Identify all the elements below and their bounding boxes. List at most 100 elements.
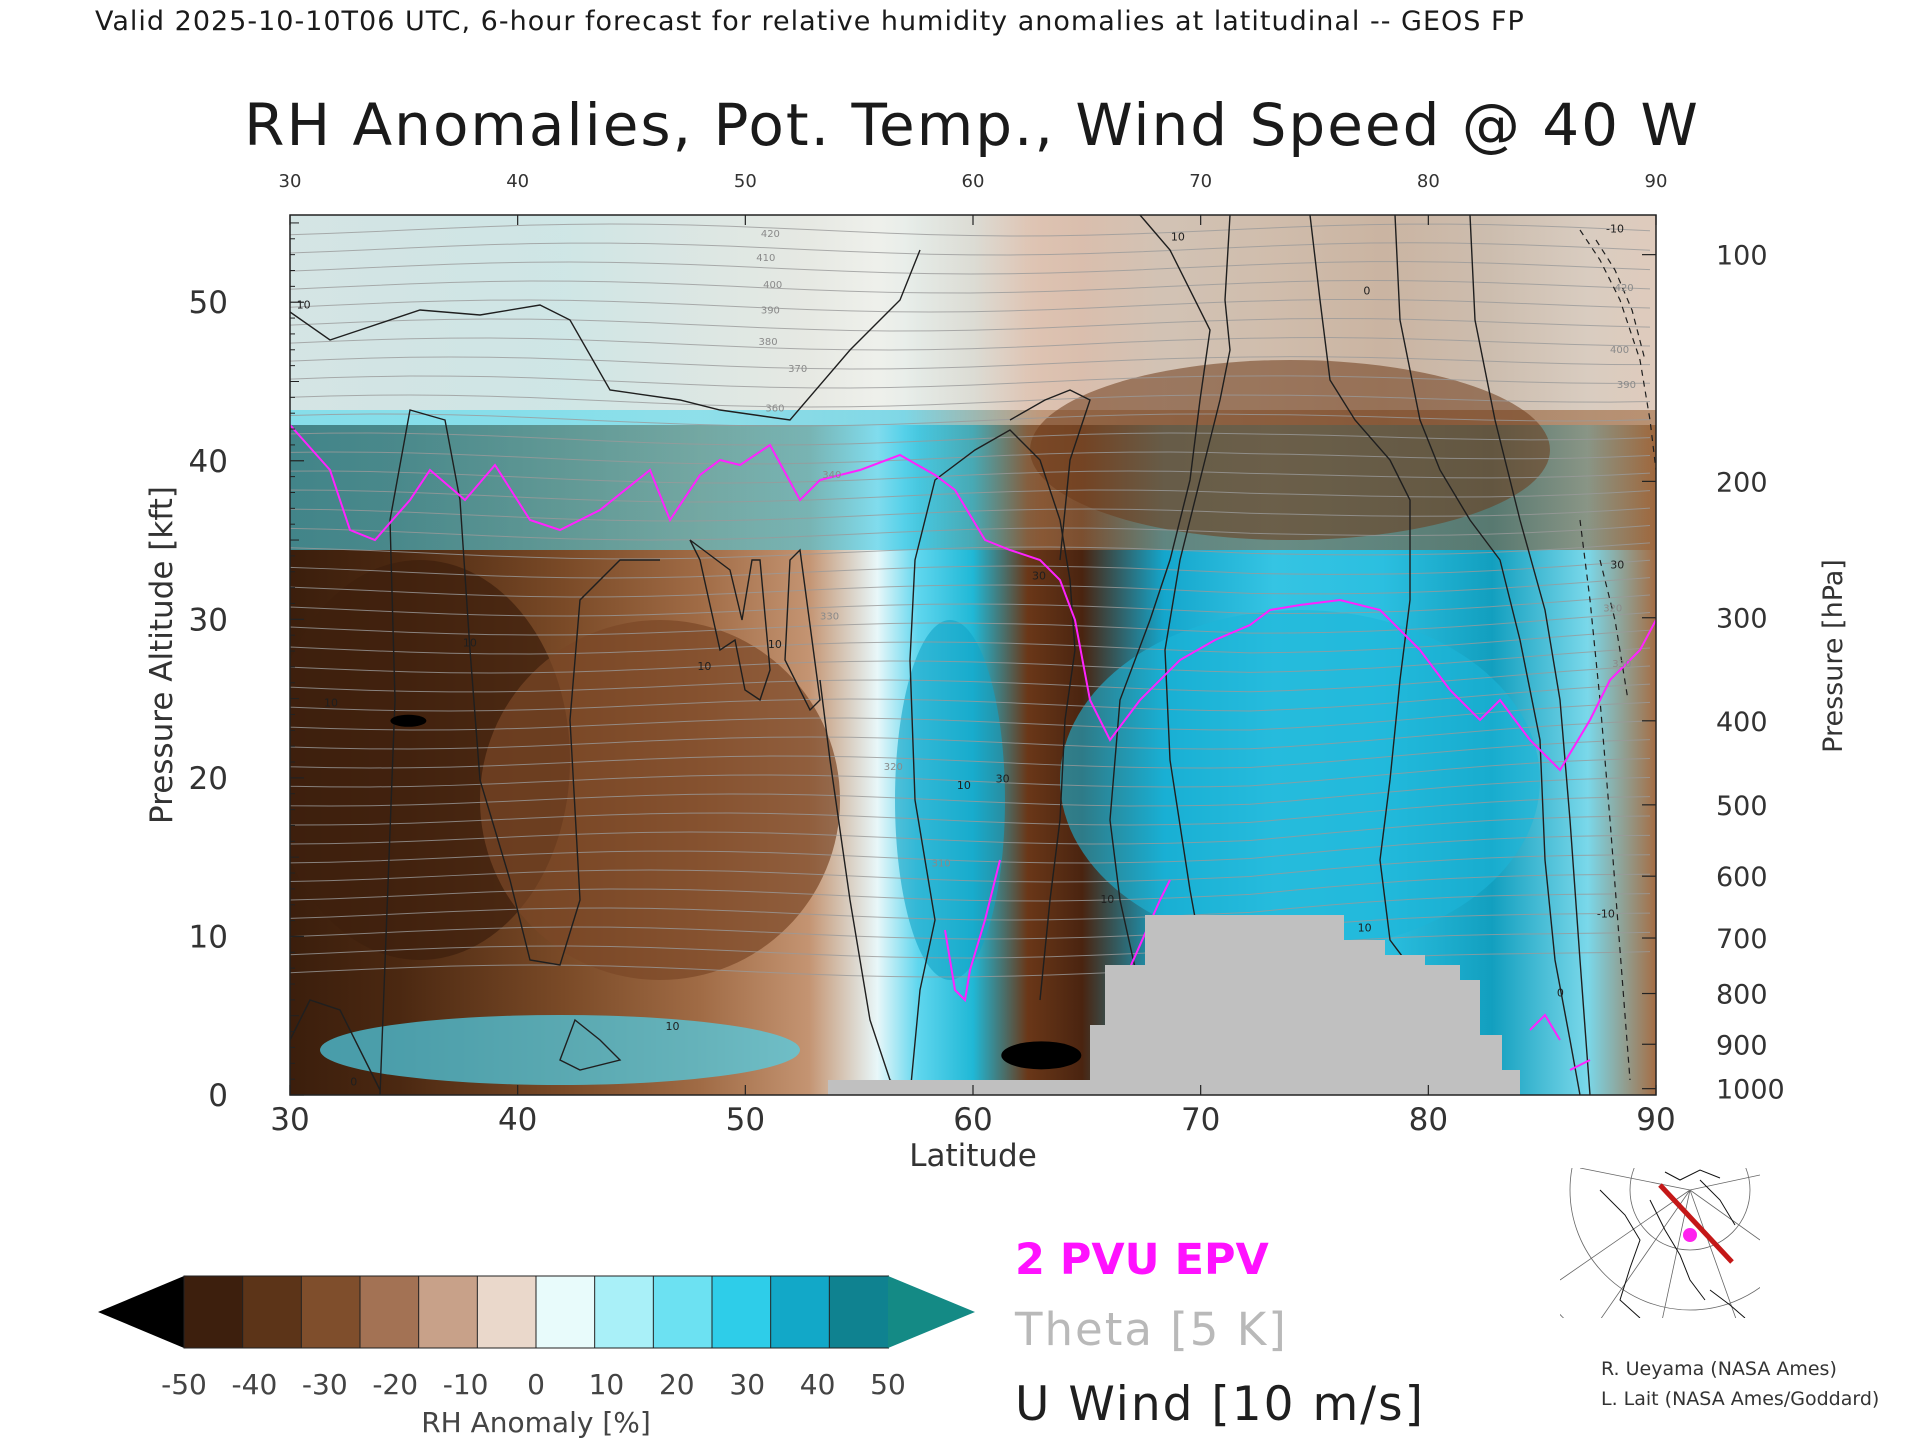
theta-contour-line: [290, 298, 1651, 313]
pressure-tick-label: 800: [1716, 980, 1768, 1011]
x-top-tick-label: 90: [1645, 171, 1668, 192]
colorbar-cell: [594, 1275, 655, 1349]
theta-contour-line: [290, 577, 1651, 598]
colorbar-tick-label: 30: [729, 1368, 765, 1401]
colorbar-tick-label: 50: [870, 1368, 906, 1401]
pressure-tick-label: 100: [1716, 241, 1768, 272]
theta-contour-line: [290, 834, 1651, 864]
theta-contour-line: [290, 223, 1651, 237]
u-wind-contour-line: [1394, 215, 1581, 1095]
credit-line-2: L. Lait (NASA Ames/Goddard): [1601, 1388, 1879, 1410]
plot-area: [290, 215, 1656, 1095]
theta-contour-line: [290, 815, 1651, 845]
pressure-tick-label: 500: [1716, 791, 1768, 822]
theta-contour-label: 390: [761, 305, 780, 316]
u-wind-contour-line: [1309, 215, 1421, 981]
y-axis-right: 100 200 300 400 500 600 700 800 900 1000: [1642, 241, 1785, 1106]
colorbar-cell: [711, 1275, 772, 1349]
theta-contour-label: 330: [820, 611, 839, 622]
pressure-tick-label: 1000: [1716, 1075, 1785, 1106]
theta-contour-line: [290, 912, 1651, 940]
theta-contour-line: [290, 873, 1651, 902]
theta-contour-line: [290, 451, 1651, 465]
x-top-tick-label: 50: [734, 171, 757, 192]
colorbar-cell: [242, 1275, 303, 1349]
theta-contour-line: [290, 854, 1651, 883]
wind-contour-label: 10: [1358, 922, 1372, 935]
x-tick-label: 70: [1181, 1102, 1220, 1138]
theta-contour-line: [290, 375, 1651, 389]
theta-contour-label: 320: [884, 762, 903, 773]
wind-contour-label: 10: [957, 779, 971, 792]
wind-maximum-mark: [390, 714, 427, 727]
inset-coastlines: [1599, 1169, 1746, 1318]
valid-time-header: Valid 2025-10-10T06 UTC, 6-hour forecast…: [95, 6, 1525, 37]
colorbar-tick-label: 20: [659, 1368, 695, 1401]
chart-title: RH Anomalies, Pot. Temp., Wind Speed @ 4…: [244, 91, 1700, 159]
u-wind-easterly-contour: [1579, 229, 1656, 471]
pressure-tick-label: 600: [1716, 862, 1768, 893]
u-wind-easterly-contour: [1595, 239, 1646, 701]
theta-contour-label: 320: [1603, 603, 1622, 614]
colorbar-tick-label: -40: [232, 1368, 278, 1401]
credit-line-1: R. Ueyama (NASA Ames): [1601, 1358, 1837, 1380]
colorbar-cell: [418, 1275, 479, 1349]
wind-contour-label: 30: [1610, 559, 1624, 572]
theta-contour-line: [290, 242, 1651, 256]
theta-contour-label: 420: [761, 229, 780, 240]
wind-contour-label: 0: [1363, 284, 1370, 297]
pressure-tick-label: 300: [1716, 604, 1768, 635]
colorbar-cell: [535, 1275, 596, 1349]
colorbar-high-triangle: [888, 1276, 975, 1348]
y-axis-left: 0 10 20 30 40 50: [189, 222, 304, 1114]
theta-contour-line: [290, 594, 1651, 617]
u-wind-contour-line: [689, 539, 771, 702]
inset-map-globe: [1560, 1168, 1760, 1318]
wind-contour-label: 10: [463, 636, 477, 649]
x-axis-top: 30 40 50 60 70 80 90: [279, 171, 1668, 225]
y-tick-label: 40: [189, 444, 228, 480]
wind-contour-label: 30: [996, 773, 1010, 786]
wind-contour-label: 10: [324, 697, 338, 710]
colorbar-cell: [652, 1275, 713, 1349]
legend-uwind: U Wind [10 m/s]: [1015, 1377, 1425, 1432]
colorbar-cell: [828, 1275, 889, 1349]
x-top-tick-label: 30: [279, 171, 302, 192]
y-axis-label-right: Pressure [hPa]: [1818, 559, 1849, 753]
theta-contour-line: [290, 525, 1651, 541]
theta-contour-label: 360: [765, 404, 784, 415]
theta-contour-label: 370: [788, 364, 807, 375]
theta-contour-line: [290, 470, 1651, 484]
y-tick-label: 10: [189, 919, 228, 955]
wind-contour-labels: 10 10 10 10 10 10 10 0 10 10 0 30 10 30 -10 30 -10 0: [297, 222, 1625, 1088]
u-wind-contour-line: [784, 548, 821, 712]
theta-contour-label: 400: [763, 280, 782, 291]
theta-contour-line: [290, 796, 1651, 826]
x-top-tick-label: 60: [962, 171, 985, 192]
theta-contour-line: [290, 337, 1651, 351]
wind-contour-label: 30: [1032, 570, 1046, 583]
x-top-tick-label: 40: [506, 171, 529, 192]
theta-contour-line: [290, 261, 1651, 275]
colorbar-tick-labels: -50 -40 -30 -20 -10 0 10 20 30 40 50: [161, 1368, 906, 1401]
u-wind-contour-line: [1009, 389, 1091, 561]
theta-contour-line: [290, 356, 1651, 370]
x-tick-label: 80: [1409, 1102, 1448, 1138]
moist-anomaly-blob-arctic: [1060, 610, 1540, 950]
legend-epv: 2 PVU EPV: [1015, 1235, 1269, 1285]
terrain-mask: [828, 915, 1520, 1095]
inset-latitude-circle: [1629, 1168, 1751, 1251]
theta-contour-line: [290, 720, 1651, 750]
theta-contour-line: [290, 893, 1651, 921]
pressure-tick-label: 700: [1716, 924, 1768, 955]
dry-anomaly-blob-east: [1030, 360, 1550, 540]
colorbar-cell: [770, 1275, 831, 1349]
theta-contour-labels: 420 410 400 390 380 370 360 340 330 320 310 420 400 3…: [756, 229, 1636, 869]
wind-contour-label: 10: [768, 638, 782, 651]
theta-contour-label: 310: [932, 859, 951, 870]
theta-contour-label: 340: [822, 470, 841, 481]
colorbar-cell: [359, 1275, 420, 1349]
wind-contour-label: 0: [1557, 987, 1564, 1000]
theta-contour-line: [290, 542, 1651, 560]
x-tick-label: 40: [498, 1102, 537, 1138]
